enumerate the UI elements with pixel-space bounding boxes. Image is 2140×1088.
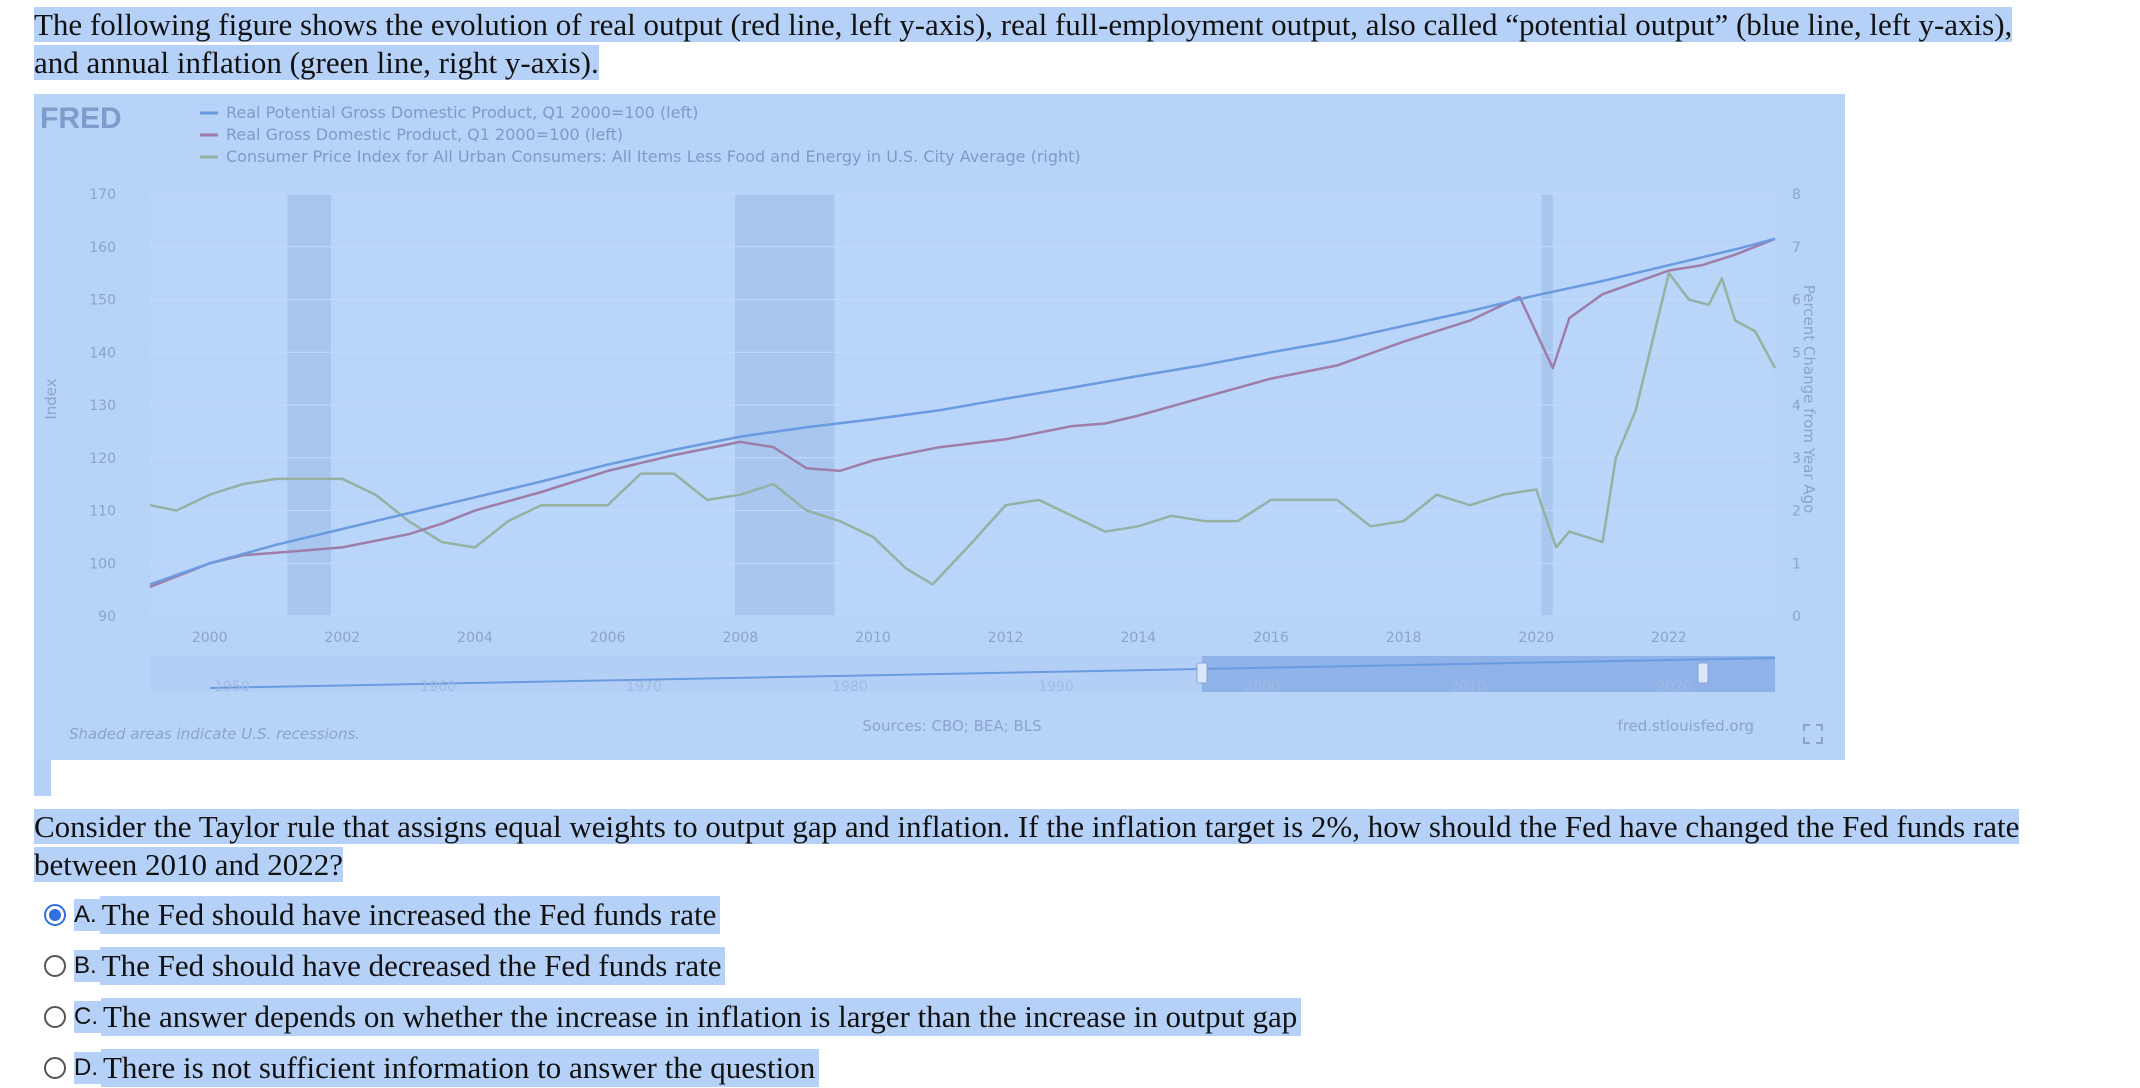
x-tick-label: 2012: [988, 630, 1024, 646]
navigator-selected-range[interactable]: [1202, 656, 1775, 692]
left-tick-label: 110: [89, 504, 116, 520]
option-d[interactable]: D. There is not sufficient information to…: [44, 1048, 820, 1088]
left-axis-label: Index: [42, 378, 60, 419]
legend-item-1: Real Potential Gross Domestic Product, Q…: [226, 103, 698, 122]
legend-item-2: Real Gross Domestic Product, Q1 2000=100…: [226, 125, 623, 144]
x-tick-label: 2022: [1651, 630, 1687, 646]
fred-logo: FRED: [40, 102, 122, 135]
navigator-year-label: 1990: [1038, 679, 1074, 695]
right-tick-label: 8: [1792, 187, 1801, 203]
x-tick-label: 2008: [722, 630, 758, 646]
x-tick-label: 2020: [1518, 630, 1554, 646]
fullscreen-icon[interactable]: [1803, 724, 1823, 744]
option-letter: D.: [74, 1052, 101, 1084]
left-tick-label: 140: [89, 345, 116, 361]
right-tick-label: 1: [1792, 556, 1801, 572]
x-tick-label: 2002: [325, 630, 361, 646]
left-tick-label: 160: [89, 240, 116, 256]
left-tick-label: 100: [89, 556, 116, 572]
right-tick-label: 4: [1792, 398, 1801, 414]
fred-chart: FRED Real Potential Gross Domestic Produ…: [34, 94, 1845, 760]
core-cpi-line: [149, 271, 1777, 586]
left-tick-label: 120: [89, 451, 116, 467]
chart-legend: Real Potential Gross Domestic Product, Q…: [200, 103, 1081, 166]
left-tick-label: 150: [89, 293, 116, 309]
recession-note: Shaded areas indicate U.S. recessions.: [69, 725, 360, 743]
option-b[interactable]: B. The Fed should have decreased the Fed …: [44, 946, 726, 986]
option-text: The answer depends on whether the increa…: [101, 998, 1302, 1036]
option-letter: B.: [74, 950, 100, 982]
navigator-year-label: 1960: [420, 679, 456, 695]
x-tick-label: 2000: [192, 630, 228, 646]
fred-chart-figure: FRED Real Potential Gross Domestic Produ…: [34, 94, 1845, 760]
right-tick-label: 5: [1792, 345, 1801, 361]
legend-item-3: Consumer Price Index for All Urban Consu…: [226, 147, 1081, 166]
navigator-series-line: [209, 657, 1776, 689]
sources-text: Sources: CBO; BEA; BLS: [862, 717, 1041, 735]
right-tick-label: 2: [1792, 504, 1801, 520]
radio-button[interactable]: [44, 904, 66, 926]
x-tick-label: 2018: [1386, 630, 1422, 646]
right-tick-label: 3: [1792, 451, 1801, 467]
right-axis-label: Percent Change from Year Ago: [1800, 285, 1818, 514]
option-text: There is not sufficient information to a…: [101, 1049, 820, 1087]
right-tick-label: 7: [1792, 240, 1801, 256]
right-tick-label: 0: [1792, 609, 1801, 625]
navigator-year-label: 2000: [1244, 679, 1280, 695]
option-letter: A.: [74, 899, 100, 931]
right-tick-label: 6: [1792, 293, 1801, 309]
x-tick-label: 2006: [590, 630, 626, 646]
navigator-year-label: 1970: [626, 679, 662, 695]
left-tick-label: 170: [89, 187, 116, 203]
left-tick-label: 90: [98, 609, 116, 625]
navigator-year-label: 1950: [214, 679, 250, 695]
option-c[interactable]: C. The answer depends on whether the incr…: [44, 997, 1302, 1037]
x-tick-label: 2016: [1253, 630, 1289, 646]
selection-tail: [34, 760, 51, 796]
question-text: Consider the Taylor rule that assigns eq…: [34, 809, 2020, 882]
intro-paragraph: The following figure shows the evolution…: [34, 6, 2034, 82]
x-tick-label: 2014: [1120, 630, 1156, 646]
navigator-year-label: 1980: [832, 679, 868, 695]
site-link[interactable]: fred.stlouisfed.org: [1617, 717, 1754, 735]
range-navigator[interactable]: 1950 1960 1970 1980 1990 2000 2010 2020: [150, 656, 1776, 695]
x-tick-label: 2004: [457, 630, 493, 646]
navigator-right-handle[interactable]: [1697, 662, 1709, 684]
radio-button[interactable]: [44, 955, 66, 977]
left-tick-label: 130: [89, 398, 116, 414]
navigator-year-label: 2020: [1656, 679, 1692, 695]
option-text: The Fed should have increased the Fed fu…: [99, 896, 721, 934]
option-letter: C.: [74, 1001, 101, 1033]
navigator-left-handle[interactable]: [1196, 662, 1208, 684]
navigator-year-label: 2010: [1450, 679, 1486, 695]
real-gdp-line: [149, 237, 1776, 589]
x-tick-label: 2010: [855, 630, 891, 646]
potential-gdp-line: [149, 237, 1776, 586]
radio-button[interactable]: [44, 1006, 66, 1028]
radio-button[interactable]: [44, 1057, 66, 1079]
question-paragraph: Consider the Taylor rule that assigns eq…: [34, 808, 2034, 884]
intro-text: The following figure shows the evolution…: [34, 7, 2013, 80]
option-a[interactable]: A. The Fed should have increased the Fed …: [44, 895, 721, 935]
plot-area: 90 100 110 120 130 140 150 160 170 0 1 2 3 4 5 6 7 8 2000 2…: [89, 187, 1801, 646]
option-text: The Fed should have decreased the Fed fu…: [99, 947, 726, 985]
